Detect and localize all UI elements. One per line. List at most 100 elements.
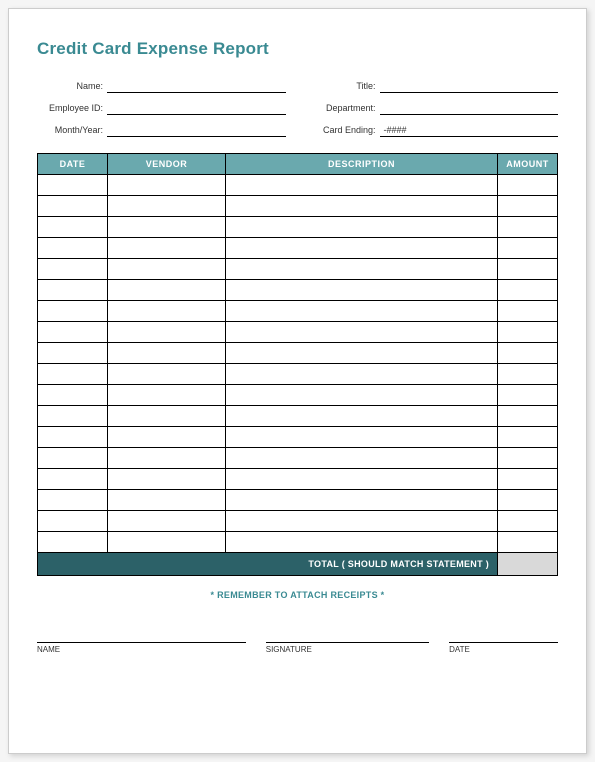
table-cell[interactable] — [38, 175, 108, 196]
table-row — [38, 322, 558, 343]
table-cell[interactable] — [226, 448, 498, 469]
table-cell[interactable] — [498, 238, 558, 259]
table-cell[interactable] — [38, 532, 108, 553]
table-cell[interactable] — [108, 259, 226, 280]
label-card-ending: Card Ending: — [310, 125, 380, 137]
table-cell[interactable] — [38, 427, 108, 448]
signature-date-label: DATE — [449, 642, 558, 654]
table-cell[interactable] — [108, 301, 226, 322]
table-cell[interactable] — [226, 385, 498, 406]
table-cell[interactable] — [38, 280, 108, 301]
table-row — [38, 217, 558, 238]
table-cell[interactable] — [226, 238, 498, 259]
table-cell[interactable] — [38, 259, 108, 280]
table-cell[interactable] — [226, 343, 498, 364]
table-cell[interactable] — [498, 217, 558, 238]
table-cell[interactable] — [498, 490, 558, 511]
table-cell[interactable] — [498, 196, 558, 217]
table-cell[interactable] — [226, 322, 498, 343]
table-cell[interactable] — [226, 532, 498, 553]
label-department: Department: — [310, 103, 380, 115]
table-row — [38, 448, 558, 469]
table-cell[interactable] — [108, 364, 226, 385]
table-cell[interactable] — [226, 196, 498, 217]
table-cell[interactable] — [498, 364, 558, 385]
table-cell[interactable] — [38, 217, 108, 238]
table-cell[interactable] — [108, 280, 226, 301]
table-cell[interactable] — [108, 217, 226, 238]
table-cell[interactable] — [38, 322, 108, 343]
table-cell[interactable] — [226, 490, 498, 511]
table-cell[interactable] — [108, 469, 226, 490]
table-cell[interactable] — [498, 280, 558, 301]
table-cell[interactable] — [226, 469, 498, 490]
label-title: Title: — [310, 81, 380, 93]
table-cell[interactable] — [498, 427, 558, 448]
col-header-date: DATE — [38, 154, 108, 175]
table-cell[interactable] — [226, 217, 498, 238]
table-cell[interactable] — [108, 175, 226, 196]
table-row — [38, 343, 558, 364]
table-cell[interactable] — [498, 343, 558, 364]
table-row — [38, 301, 558, 322]
table-cell[interactable] — [108, 511, 226, 532]
table-cell[interactable] — [108, 427, 226, 448]
input-department[interactable] — [380, 101, 559, 115]
table-cell[interactable] — [226, 301, 498, 322]
signature-row: NAME SIGNATURE DATE — [37, 642, 558, 654]
field-title: Title: — [310, 79, 559, 93]
table-row — [38, 364, 558, 385]
table-cell[interactable] — [226, 427, 498, 448]
table-cell[interactable] — [498, 301, 558, 322]
table-cell[interactable] — [498, 322, 558, 343]
table-cell[interactable] — [226, 175, 498, 196]
table-cell[interactable] — [108, 385, 226, 406]
label-employee-id: Employee ID: — [37, 103, 107, 115]
input-name[interactable] — [107, 79, 286, 93]
table-cell[interactable] — [498, 259, 558, 280]
table-cell[interactable] — [108, 343, 226, 364]
col-header-amount: AMOUNT — [498, 154, 558, 175]
table-cell[interactable] — [226, 259, 498, 280]
table-cell[interactable] — [38, 385, 108, 406]
table-cell[interactable] — [38, 448, 108, 469]
table-cell[interactable] — [498, 511, 558, 532]
input-employee-id[interactable] — [107, 101, 286, 115]
field-month-year: Month/Year: — [37, 123, 286, 137]
table-cell[interactable] — [226, 511, 498, 532]
table-cell[interactable] — [38, 511, 108, 532]
table-cell[interactable] — [108, 406, 226, 427]
table-cell[interactable] — [498, 175, 558, 196]
table-row — [38, 385, 558, 406]
table-cell[interactable] — [498, 385, 558, 406]
input-month-year[interactable] — [107, 123, 286, 137]
table-cell[interactable] — [226, 280, 498, 301]
table-cell[interactable] — [38, 238, 108, 259]
table-cell[interactable] — [38, 301, 108, 322]
table-cell[interactable] — [226, 364, 498, 385]
table-cell[interactable] — [498, 406, 558, 427]
signature-sign-block: SIGNATURE — [266, 642, 429, 654]
table-cell[interactable] — [38, 196, 108, 217]
table-cell[interactable] — [38, 469, 108, 490]
signature-name-block: NAME — [37, 642, 246, 654]
table-cell[interactable] — [38, 343, 108, 364]
table-row — [38, 469, 558, 490]
input-card-ending[interactable]: -#### — [380, 123, 559, 137]
table-row — [38, 280, 558, 301]
table-cell[interactable] — [108, 238, 226, 259]
table-cell[interactable] — [38, 406, 108, 427]
table-cell[interactable] — [108, 448, 226, 469]
table-cell[interactable] — [498, 532, 558, 553]
table-cell[interactable] — [108, 322, 226, 343]
table-cell[interactable] — [498, 469, 558, 490]
field-employee-id: Employee ID: — [37, 101, 286, 115]
input-title[interactable] — [380, 79, 559, 93]
table-cell[interactable] — [226, 406, 498, 427]
table-cell[interactable] — [498, 448, 558, 469]
table-cell[interactable] — [38, 490, 108, 511]
table-cell[interactable] — [108, 196, 226, 217]
table-cell[interactable] — [38, 364, 108, 385]
table-cell[interactable] — [108, 490, 226, 511]
table-cell[interactable] — [108, 532, 226, 553]
